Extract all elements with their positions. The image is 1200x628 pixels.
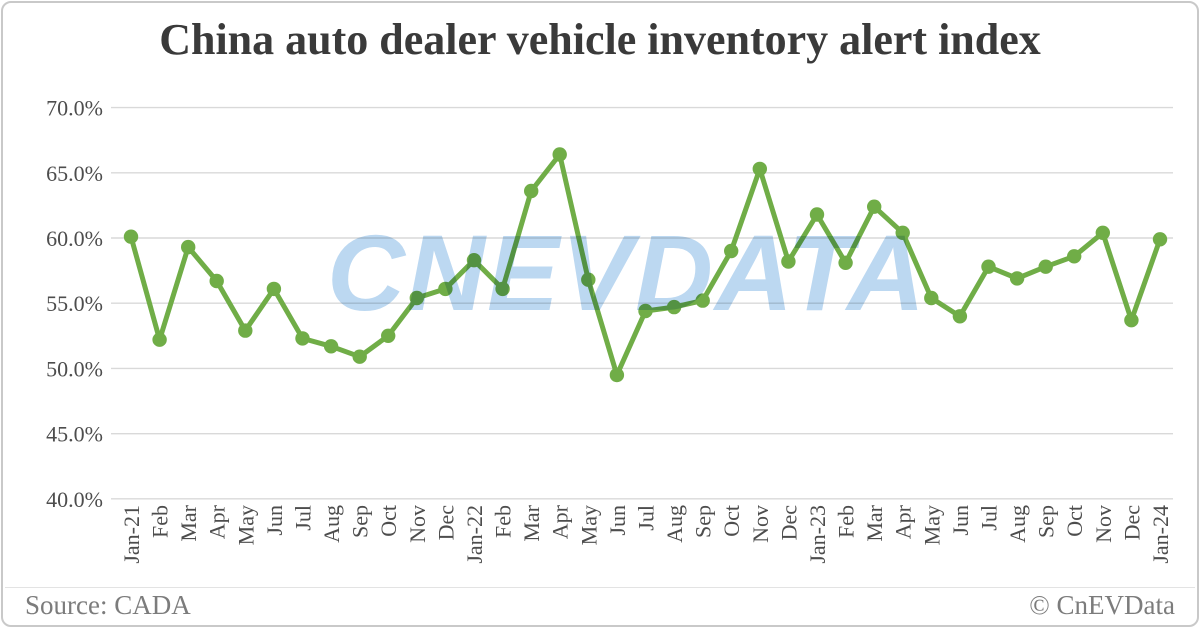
x-tick-label: Jul (976, 505, 1001, 531)
source-label: Source: CADA (25, 590, 191, 620)
data-point (181, 239, 196, 255)
data-point (952, 309, 968, 324)
x-tick-label: Apr (891, 504, 916, 539)
x-tick-label: Apr (205, 504, 230, 539)
x-tick-label: May (919, 505, 944, 545)
x-tick-label: Sep (348, 505, 373, 538)
series-line (128, 152, 1163, 378)
data-point (238, 323, 253, 338)
data-point (638, 303, 653, 319)
x-tick-label: Jul (290, 505, 315, 531)
x-tick-label: Oct (376, 505, 401, 537)
data-point (924, 290, 939, 306)
data-point (1038, 259, 1053, 274)
data-point (724, 243, 739, 259)
x-tick-label: Oct (1062, 505, 1087, 537)
data-point (295, 331, 310, 346)
y-tick-label: 65.0% (46, 161, 103, 186)
x-tick-label: Jan-24 (1148, 505, 1173, 564)
data-point (438, 281, 453, 297)
x-tick-label: May (576, 505, 601, 545)
data-point (781, 254, 796, 269)
data-point (123, 229, 139, 244)
x-tick-label: Mar (862, 504, 887, 541)
x-tick-label: Dec (776, 505, 801, 541)
data-point (524, 183, 539, 199)
data-point (209, 273, 224, 289)
y-tick-label: 50.0% (46, 356, 103, 381)
x-tick-label: Sep (691, 505, 716, 538)
data-point (666, 299, 682, 315)
data-point (552, 147, 567, 162)
data-point (323, 339, 339, 354)
x-tick-label: Aug (662, 505, 687, 543)
y-tick-label: 40.0% (46, 487, 103, 512)
footer-bar: Source: CADA © CnEVData (5, 587, 1195, 623)
x-tick-label: Jun (948, 505, 973, 536)
y-tick-label: 70.0% (46, 96, 103, 121)
data-point (581, 272, 596, 287)
data-point (1095, 225, 1111, 240)
data-point (838, 255, 853, 270)
x-tick-label: Jun (605, 505, 630, 536)
x-tick-label: Mar (519, 504, 544, 541)
y-tick-label: 60.0% (46, 226, 103, 251)
x-tick-label: Jun (262, 505, 287, 536)
data-point (409, 290, 424, 306)
x-tick-label: Aug (1005, 505, 1030, 543)
data-point (609, 367, 625, 383)
x-tick-label: Oct (719, 505, 744, 537)
x-tick-label: Feb (148, 505, 173, 538)
x-tick-label: Jan-22 (462, 505, 487, 564)
x-tick-label: Nov (748, 505, 773, 543)
data-point (352, 349, 367, 364)
data-point (1124, 313, 1139, 328)
x-tick-label: Jan-21 (119, 505, 144, 564)
x-tick-label: Nov (405, 505, 430, 543)
x-tick-label: Jul (633, 505, 658, 531)
data-point (695, 293, 710, 308)
data-point (266, 281, 282, 297)
data-point (981, 259, 996, 274)
data-point (1152, 232, 1168, 247)
x-tick-label: Feb (834, 505, 859, 538)
y-tick-label: 45.0% (46, 422, 103, 447)
y-tick-label: 55.0% (46, 291, 103, 316)
data-point (867, 199, 882, 214)
data-point (152, 332, 167, 347)
data-point (466, 253, 482, 268)
chart-title: China auto dealer vehicle inventory aler… (159, 15, 1041, 64)
data-point (895, 225, 910, 240)
line-chart: 70.0% 65.0% 60.0% 55.0% 50.0% 45.0% 40.0% Jan-2… (46, 96, 1173, 564)
x-tick-label: Aug (319, 505, 344, 543)
data-point (752, 161, 767, 177)
data-point (809, 207, 825, 222)
x-tick-label: Apr (548, 504, 573, 539)
data-point (381, 328, 396, 343)
x-tick-label: Feb (491, 505, 516, 538)
x-tick-label: Dec (433, 505, 458, 541)
credit-label: © CnEVData (1029, 590, 1175, 620)
x-tick-label: Jan-23 (805, 505, 830, 564)
x-tick-label: Sep (1034, 505, 1059, 538)
data-point (495, 281, 510, 297)
data-point (1009, 271, 1025, 286)
x-tick-label: Mar (176, 504, 201, 541)
x-tick-label: Nov (1091, 505, 1116, 543)
x-tick-label: May (233, 505, 258, 545)
data-point (1067, 249, 1082, 264)
x-tick-label: Dec (1119, 505, 1144, 541)
